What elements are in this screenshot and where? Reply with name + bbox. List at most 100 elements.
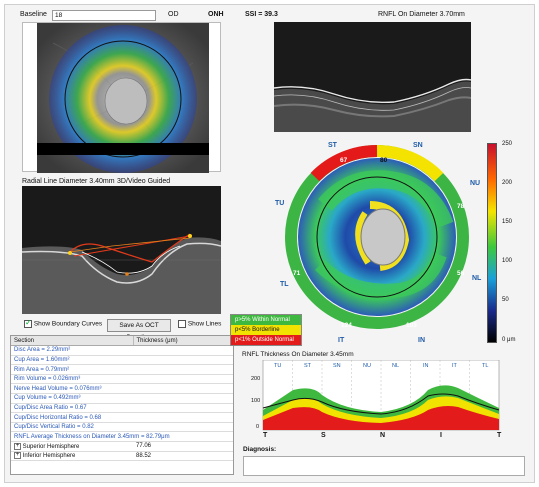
superior-hemisphere-value: 77.06	[133, 441, 233, 452]
profile-sector-st: ST	[304, 363, 312, 369]
profile-ytick-0: 0	[256, 424, 260, 430]
inferior-hemisphere-cell: + Inferior Hemisphere	[11, 451, 133, 462]
colorbar-tick-0: 0 μm	[502, 337, 516, 343]
table-row[interactable]: RNFL Average Thickness on Diameter 3.45m…	[11, 431, 233, 443]
table-row[interactable]: Nerve Head Volume = 0.076mm³	[11, 383, 233, 395]
profile-xlabel-t-start: T	[263, 432, 268, 439]
profile-xlabel-n: N	[380, 432, 386, 439]
radial-title: Radial Line Diameter 3.40mm	[22, 178, 115, 185]
radial-subtitle: 3D/Video Guided	[117, 178, 171, 185]
legend-borderline: p<5% Borderline	[231, 325, 301, 335]
thickness-map-image	[285, 144, 469, 329]
table-row[interactable]: Disc Area = 2.29mm²	[11, 345, 233, 356]
measure-cup-area: Cup Area = 1.60mm²	[11, 355, 233, 366]
profile-sector-nu: NU	[363, 363, 371, 369]
measurements-table: Section Thickness (μm) Disc Area = 2.29m…	[10, 335, 234, 475]
sector-value-nl: 56	[457, 270, 465, 277]
legend-outside-normal: p<1% Outside Normal	[231, 335, 301, 345]
fundus-panel	[22, 22, 221, 173]
profile-ytick-200: 200	[251, 376, 261, 382]
sector-value-in: 103	[406, 322, 417, 329]
profile-sector-tl: TL	[482, 363, 489, 369]
ssi-label: SSI = 39.3	[245, 11, 278, 18]
measure-rnfl-average: RNFL Average Thickness on Diameter 3.45m…	[11, 431, 233, 443]
show-boundary-curves-checkbox[interactable]	[24, 318, 32, 328]
thickness-map	[280, 135, 480, 345]
expand-icon[interactable]: +	[14, 452, 21, 460]
profile-xlabel-t-end: T	[497, 432, 502, 439]
sector-label-sn: SN	[413, 142, 423, 149]
measure-cd-horizontal-ratio: Cup/Disc Horizontal Ratio = 0.68	[11, 412, 233, 423]
normative-legend: p>5% Within Normal p<5% Borderline p<1% …	[230, 314, 302, 346]
legend-within-normal: p>5% Within Normal	[231, 315, 301, 325]
mode-label: ONH	[208, 11, 224, 18]
sector-value-nu: 78	[457, 203, 465, 210]
table-row[interactable]: Cup Volume = 0.492mm³	[11, 393, 233, 404]
thickness-column-header[interactable]: Thickness (μm)	[133, 336, 233, 347]
measure-nerve-head-volume: Nerve Head Volume = 0.076mm³	[11, 383, 233, 395]
measure-cd-area-ratio: Cup/Disc Area Ratio = 0.67	[11, 403, 233, 414]
sector-label-it: IT	[338, 337, 345, 344]
sector-value-sn: 80	[380, 157, 388, 164]
diagnosis-field[interactable]	[243, 456, 525, 476]
table-row[interactable]: + Inferior Hemisphere 88.52	[11, 451, 233, 462]
profile-title: RNFL Thickness On Diameter 3.45mm	[242, 351, 354, 358]
profile-sector-nl: NL	[392, 363, 400, 369]
measure-rim-area: Rim Area = 0.79mm²	[11, 364, 233, 375]
colorbar-tick-50: 50	[502, 297, 509, 303]
measure-cup-volume: Cup Volume = 0.492mm³	[11, 393, 233, 404]
baseline-label: Baseline	[20, 11, 47, 18]
colorbar-tick-150: 150	[502, 219, 513, 225]
sector-label-nl: NL	[472, 275, 482, 282]
section-column-header[interactable]: Section	[11, 336, 134, 347]
profile-sector-it: IT	[452, 363, 457, 369]
table-row[interactable]: Rim Volume = 0.026mm³	[11, 374, 233, 385]
diagnosis-label: Diagnosis:	[243, 446, 277, 453]
show-lines-toggle[interactable]: Show Lines	[178, 320, 221, 328]
thickness-colorbar	[487, 143, 497, 343]
superior-hemisphere-label: Superior Hemisphere	[22, 443, 80, 450]
fundus-image	[37, 23, 209, 173]
table-row[interactable]: Cup Area = 1.60mm²	[11, 355, 233, 366]
rnfl-profile-plot	[262, 359, 500, 431]
sector-label-in: IN	[418, 337, 425, 344]
sector-value-tl: 71	[293, 270, 301, 277]
baseline-value: 18	[55, 12, 63, 19]
table-row[interactable]: Cup/Disc Vertical Ratio = 0.82	[11, 422, 233, 433]
radial-bscan-image	[21, 233, 222, 314]
show-boundary-curves-label: Show Boundary Curves	[33, 320, 103, 328]
table-row[interactable]: Cup/Disc Horizontal Ratio = 0.68	[11, 412, 233, 423]
inferior-hemisphere-value: 88.52	[133, 451, 233, 462]
profile-xlabel-s: S	[321, 432, 326, 439]
sector-label-tl: TL	[280, 281, 289, 288]
measure-disc-area: Disc Area = 2.29mm²	[11, 345, 233, 356]
rnfl-profile-chart	[243, 359, 505, 442]
measure-rim-volume: Rim Volume = 0.026mm³	[11, 374, 233, 385]
colorbar-tick-200: 200	[502, 180, 513, 186]
profile-xlabel-i: I	[440, 432, 442, 439]
rnfl-bscan-image	[273, 78, 472, 132]
colorbar-tick-100: 100	[502, 258, 513, 264]
table-row[interactable]: + Superior Hemisphere 77.06	[11, 441, 233, 452]
table-row[interactable]: Cup/Disc Area Ratio = 0.67	[11, 403, 233, 414]
scan-title: RNFL On Diameter 3.70mm	[378, 11, 465, 18]
table-row[interactable]: Rim Area = 0.79mm²	[11, 364, 233, 375]
sector-label-nu: NU	[470, 180, 481, 187]
inferior-hemisphere-label: Inferior Hemisphere	[22, 453, 76, 460]
radial-bscan	[21, 186, 222, 314]
sector-value-st: 67	[340, 157, 348, 164]
profile-sector-in: IN	[423, 363, 429, 369]
show-lines-label: Show Lines	[187, 320, 222, 328]
table-header-row: Section Thickness (μm)	[11, 336, 233, 347]
profile-sector-tu: TU	[274, 363, 282, 369]
show-boundary-curves-toggle[interactable]: Show Boundary Curves	[24, 318, 103, 328]
profile-sector-sn: SN	[333, 363, 341, 369]
measure-cd-vertical-ratio: Cup/Disc Vertical Ratio = 0.82	[11, 422, 233, 433]
expand-icon[interactable]: +	[14, 442, 21, 450]
show-lines-checkbox[interactable]	[178, 320, 186, 328]
eye-label: OD	[168, 11, 179, 18]
sector-label-tu: TU	[275, 200, 285, 207]
baseline-field[interactable]: 18	[52, 10, 156, 21]
sector-label-st: ST	[328, 142, 337, 149]
save-oct-baseline-button[interactable]: Save As OCT Baseline	[107, 319, 171, 341]
